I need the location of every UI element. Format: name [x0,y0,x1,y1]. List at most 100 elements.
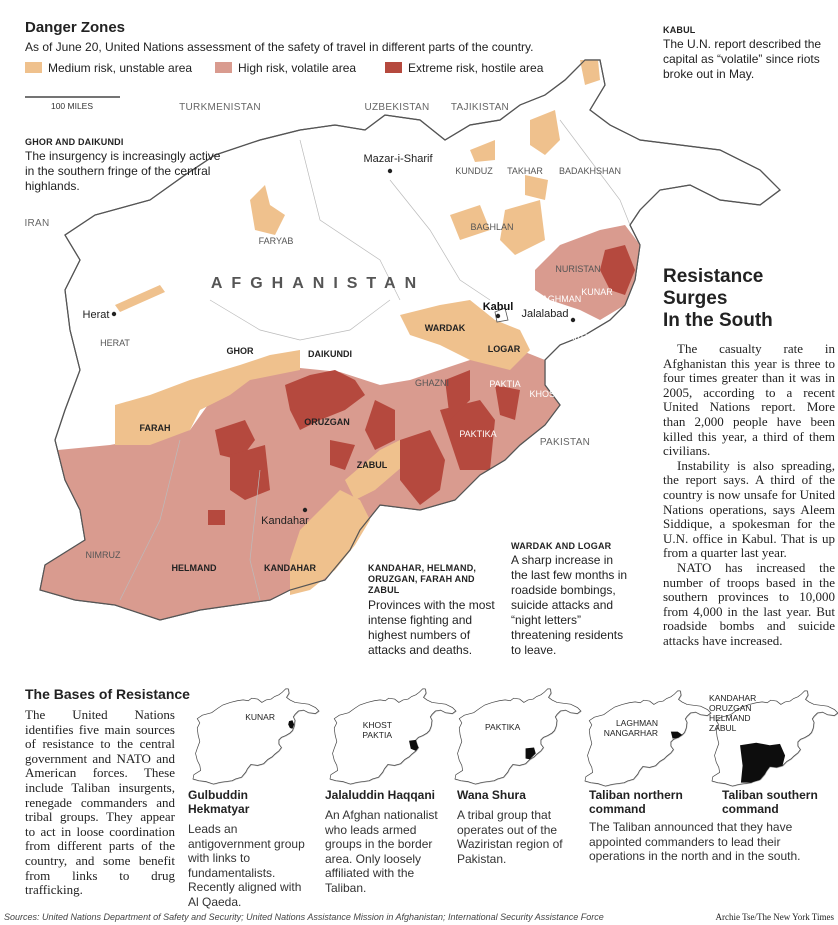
map-label: HERAT [100,338,130,348]
map-label: NIMRUZ [86,550,121,560]
title-line: Surges [663,288,728,309]
mini-label: LAGHMAN [616,718,658,728]
kabul-area [494,307,509,323]
map-label: Jalalabad [521,308,568,320]
group-name: Jalaluddin Haqqani [325,788,436,802]
extreme-risk-areas [208,245,635,525]
map-label: GHAZNI [415,378,449,388]
map-label: BADAKHSHAN [559,166,621,176]
group-text: A tribal group that operates out of the … [457,808,563,866]
wardak-note: WARDAK AND LOGAR A sharp increase in the… [511,541,633,658]
group-name: Taliban northern command [589,788,683,816]
article: Resistance Surges In the South The casua… [663,266,835,648]
map-label: PAKTIA [489,379,520,389]
map-label: WARDAK [425,323,466,333]
group-name: Gulbuddin Hekmatyar [188,788,250,816]
mini-label: KANDAHAR [709,693,756,703]
map-label: GHOR [227,346,255,356]
kabul-note: KABUL The U.N. report described the capi… [663,25,833,82]
title-line: In the South [663,310,773,331]
group: Jalaluddin Haqqani An Afghan nationalist… [325,788,447,895]
mini-map [711,690,838,787]
credit: Archie Tse/The New York Times [715,912,834,922]
paragraph: Instability is also spreading, the repor… [663,457,835,561]
paragraph: NATO has increased the number of troops … [663,559,835,648]
mini-label: KHOST [363,720,392,730]
province-borders [119,119,631,601]
map-label: LOGAR [488,344,521,354]
note-text: The U.N. report described the capital as… [663,37,822,81]
note-text: The insurgency is increasingly active in… [25,149,221,193]
mini-region [670,731,683,739]
map-label: BAGHLAN [470,222,513,232]
mini-label: PAKTIKA [485,722,521,732]
subtitle: As of June 20, United Nations assessment… [25,40,534,54]
bases-text: The United Nations identifies five main … [25,707,175,898]
mini-outline [192,688,320,785]
article-title: Resistance Surges In the South [663,266,835,332]
group: Taliban northern command [589,788,709,816]
map-label: FARYAB [259,236,294,246]
map-label: UZBEKISTAN [364,102,429,113]
note-heading: WARDAK AND LOGAR [511,541,612,551]
map-label: LAGHMAN [537,294,582,304]
map-label: ORUZGAN [304,417,350,427]
taliban-note: The Taliban announced that they have app… [589,820,801,863]
map-label: KHOST [529,389,561,399]
medium-risk-areas [115,60,600,595]
map-label: TAKHAR [507,166,543,176]
map-label: PAKISTAN [540,437,590,448]
mini-region [740,742,786,783]
city-dots [111,168,576,513]
map-label: KUNDUZ [455,166,493,176]
legend-label: Extreme risk, hostile area [408,61,544,75]
map-label: TAJIKISTAN [451,102,509,113]
map-label: HELMAND [172,563,217,573]
note-text: A sharp increase in the last few months … [511,553,628,657]
map-label: DAIKUNDI [308,349,352,359]
note-heading: KANDAHAR, HELMAND, ORUZGAN, FARAH AND ZA… [368,563,477,595]
mini-map [454,688,582,785]
scale-label: 100 MILES [51,101,93,111]
group: Wana Shura A tribal group that operates … [457,788,577,866]
mini-map [584,690,712,787]
legend-label: Medium risk, unstable area [48,61,192,75]
note-heading: GHOR AND DAIKUNDI [25,137,124,147]
mini-label: NANGARHAR [604,728,658,738]
map-label: Kabul [483,301,514,313]
map-labels: TURKMENISTAN UZBEKISTAN TAJIKISTAN IRAN PAKI… [24,102,621,573]
note-heading: KABUL [663,25,696,35]
ghor-note: GHOR AND DAIKUNDI The insurgency is incr… [25,137,230,194]
mini-label: ZABUL [709,723,737,733]
group-name: Wana Shura [457,788,526,802]
note-text: Provinces with the most intense fighting… [368,598,495,657]
title-line: Resistance [663,266,764,287]
legend: Medium risk, unstable area High risk, vol… [25,61,544,75]
mini-region [288,720,295,729]
map-label: NANGARHAR [542,332,600,342]
mini-region [409,739,419,751]
map-label: KUNAR [581,287,613,297]
mini-outline [584,690,712,787]
map-label: FARAH [140,423,171,433]
map-label: Mazar-i-Sharif [363,153,433,165]
mini-map [329,688,457,785]
map-label: AFGHANISTAN [211,275,425,292]
bases-title: The Bases of Resistance [25,686,190,702]
map-label: KANDAHAR [264,563,316,573]
mini-outline [329,688,457,785]
group: Taliban southern command [722,788,832,816]
mini-label: PAKTIA [362,730,392,740]
group: Gulbuddin Hekmatyar Leads an antigovernm… [188,788,306,909]
map-label: IRAN [24,218,49,229]
sources: Sources: United Nations Department of Sa… [4,912,604,922]
legend-label: High risk, volatile area [238,61,356,75]
map-label: Kandahar [261,515,309,527]
mini-map [192,688,320,785]
mini-label: KUNAR [245,712,275,722]
legend-swatch [385,62,402,73]
group-text: An Afghan nationalist who leads armed gr… [325,808,438,895]
